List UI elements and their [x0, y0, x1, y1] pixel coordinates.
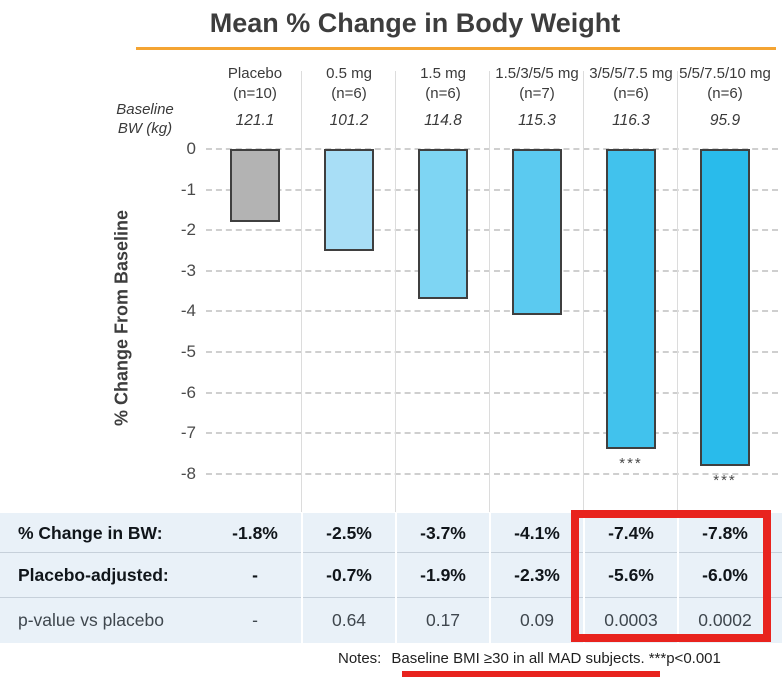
table-cell: -4.1%	[514, 523, 560, 543]
column-header-group: Placebo	[227, 65, 283, 82]
h-gridline	[206, 229, 778, 232]
column-header-n: (n=6)	[613, 85, 649, 102]
column-header-group: 5/5/7.5/10 mg	[679, 65, 771, 82]
baseline-bw-value: 116.3	[612, 112, 650, 129]
column-separator	[677, 71, 678, 512]
column-header: 3/5/5/7.5 mg (n=6)	[584, 64, 678, 104]
baseline-bw-value: 115.3	[518, 112, 556, 129]
table-cell: -	[252, 565, 258, 585]
column-header: Placebo (n=10)	[208, 64, 302, 104]
h-gridline	[206, 472, 778, 475]
h-gridline	[206, 432, 778, 435]
baseline-bw-value: 101.2	[329, 112, 369, 129]
baseline-bw-axis-label: Baseline BW (kg)	[85, 100, 205, 138]
title-underline-rule	[136, 47, 776, 50]
column-header-n: (n=10)	[233, 85, 277, 102]
table-cell: -1.9%	[420, 565, 466, 585]
baseline-bw-axis-label-line1: Baseline	[116, 101, 174, 118]
page-title: Mean % Change in Body Weight	[209, 8, 621, 38]
baseline-bw-axis-label-line2: BW (kg)	[117, 120, 173, 137]
column-header: 1.5/3/5/5 mg (n=7)	[490, 64, 584, 104]
table-cell: -	[252, 610, 258, 630]
column-header-n: (n=7)	[519, 85, 555, 102]
table-cell: 0.09	[519, 610, 555, 630]
bar-3-5-5-7-5-mg	[606, 149, 656, 449]
h-gridline	[206, 269, 778, 272]
significance-stars: ***	[619, 455, 643, 472]
red-highlight-box	[571, 510, 771, 642]
table-column-gap	[301, 513, 303, 643]
red-underline-rule	[402, 671, 660, 677]
bar-0-5-mg	[324, 149, 374, 251]
table-column-gap	[677, 513, 679, 643]
summary-table-background	[0, 513, 782, 643]
baseline-bw-value: 95.9	[709, 112, 741, 129]
table-cell: -3.7%	[420, 523, 466, 543]
column-header-n: (n=6)	[425, 85, 461, 102]
column-separator	[395, 71, 396, 512]
h-gridline	[206, 148, 778, 150]
y-tick-label: -6	[180, 382, 196, 402]
y-tick-label: -3	[180, 260, 196, 280]
column-header: 0.5 mg (n=6)	[302, 64, 396, 104]
table-cell: 0.0002	[698, 610, 752, 630]
column-separator	[583, 71, 584, 512]
table-cell: -7.4%	[608, 523, 654, 543]
y-tick-label: -5	[180, 342, 196, 361]
notes: Notes: Baseline BMI ≥30 in all MAD subjec…	[338, 650, 721, 667]
significance-stars: ***	[713, 472, 737, 489]
table-column-gap	[395, 513, 397, 643]
baseline-bw-value: 114.8	[424, 112, 462, 129]
bar-1-5-3-5-5-mg	[512, 149, 562, 315]
column-header-group: 1.5/3/5/5 mg	[495, 65, 579, 82]
column-separator	[489, 71, 490, 512]
h-gridline	[206, 391, 778, 394]
bar-5-5-7-5-10-mg	[700, 149, 750, 466]
column-header-group: 1.5 mg	[420, 65, 466, 82]
y-tick-label: -7	[180, 423, 196, 443]
bar-1-5-mg	[418, 149, 468, 299]
h-gridline	[206, 310, 778, 313]
notes-label: Notes:	[338, 650, 382, 667]
y-tick-label: -1	[180, 179, 196, 199]
table-row-label: p-value vs placebo	[18, 610, 164, 630]
y-tick-label: 0	[186, 139, 196, 158]
y-tick-label: -2	[180, 220, 196, 240]
h-gridline	[206, 351, 778, 353]
table-cell: 0.0003	[604, 610, 658, 630]
table-column-gap	[489, 513, 491, 643]
table-cell: -2.3%	[514, 565, 560, 585]
table-row-separator	[0, 552, 782, 553]
table-column-gap	[583, 513, 585, 643]
table-cell: -5.6%	[608, 565, 654, 585]
table-cell: -2.5%	[326, 523, 372, 543]
y-tick-label: -4	[180, 301, 196, 321]
notes-significance: ***p<0.001	[648, 650, 721, 667]
column-separator	[301, 71, 302, 512]
table-row-separator	[0, 597, 782, 598]
column-header-group: 3/5/5/7.5 mg	[589, 65, 673, 82]
column-header-group: 0.5 mg	[326, 65, 372, 82]
column-header-n: (n=6)	[331, 85, 367, 102]
bar-placebo	[230, 149, 280, 222]
y-tick-label: -8	[180, 463, 196, 483]
baseline-bw-value: 121.1	[235, 112, 275, 129]
table-cell: -1.8%	[232, 523, 278, 543]
column-header: 1.5 mg (n=6)	[396, 64, 490, 104]
column-header: 5/5/7.5/10 mg (n=6)	[678, 64, 772, 104]
notes-underlined-text: Baseline BMI ≥30 in all MAD subjects.	[391, 650, 645, 667]
table-cell: -0.7%	[326, 565, 372, 585]
table-row-label: % Change in BW:	[18, 523, 163, 543]
table-cell: -6.0%	[702, 565, 748, 585]
h-gridline	[206, 188, 778, 191]
column-header-n: (n=6)	[707, 85, 743, 102]
table-cell: 0.64	[331, 610, 367, 630]
table-row-label: Placebo-adjusted:	[18, 565, 169, 585]
table-cell: -7.8%	[702, 523, 748, 543]
table-cell: 0.17	[425, 610, 461, 630]
